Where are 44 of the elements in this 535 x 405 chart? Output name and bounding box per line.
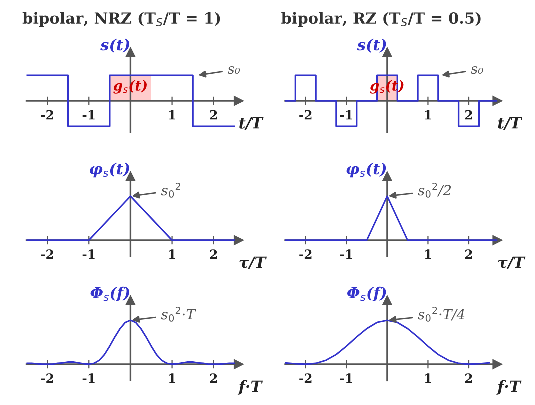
x-tick-label: -2 — [300, 250, 312, 259]
x-tick-label: 2 — [465, 250, 472, 259]
y-axis-title: φ$_{s}$(t) — [90, 162, 130, 178]
x-tick-label: -2 — [41, 374, 54, 383]
chart-title: bipolar, RZ (T$_{S}$/T = 0.5) — [282, 12, 481, 28]
x-tick-label: -1 — [82, 374, 95, 383]
y-axis-title: φ$_{s}$(t) — [346, 162, 386, 178]
annotation: s₀ — [471, 66, 484, 74]
x-tick-label: 1 — [425, 374, 432, 383]
x-tick-label: 2 — [465, 374, 472, 383]
x-tick-label: -2 — [41, 110, 54, 120]
x-tick-label: 1 — [425, 110, 432, 120]
annotation: s$_{0}$$^{2}$/2 — [418, 182, 452, 198]
x-tick-label: -2 — [300, 374, 312, 383]
x-tick-label: -1 — [340, 374, 352, 383]
chart-title: bipolar, NRZ (T$_{S}$/T = 1) — [22, 12, 220, 28]
x-axis-title: f·T — [238, 380, 264, 395]
x-axis-title: f·T — [496, 380, 522, 395]
x-tick-label: 1 — [169, 110, 176, 120]
y-axis-title: Φ$_{s}$(f) — [348, 286, 386, 302]
x-tick-label: 2 — [465, 110, 472, 120]
x-axis-title: τ/T — [498, 256, 526, 270]
x-tick-label: -1 — [82, 110, 95, 120]
annotation: s$_{0}$$^{2}$·T/4 — [418, 306, 465, 322]
x-tick-label: 1 — [169, 374, 176, 383]
x-tick-label: 2 — [210, 250, 218, 259]
annotation: s$_{0}$$^{2}$·T — [161, 306, 196, 322]
y-axis-title: s(t) — [100, 38, 130, 53]
annotation: s₀ — [228, 66, 240, 74]
x-axis-title: τ/T — [240, 256, 267, 270]
x-tick-label: 2 — [210, 374, 218, 383]
x-tick-label: -1 — [340, 110, 352, 120]
x-axis-title: t/T — [240, 118, 264, 130]
x-tick-label: -2 — [41, 250, 54, 259]
x-tick-label: 2 — [210, 110, 218, 120]
x-tick-label: -2 — [300, 110, 312, 120]
annotation: s$_{0}$$^{2}$ — [161, 182, 180, 198]
y-axis-title: s(t) — [357, 38, 386, 53]
x-tick-label: 1 — [169, 250, 176, 259]
x-tick-label: -1 — [82, 250, 95, 259]
x-tick-label: -1 — [340, 250, 352, 259]
x-tick-label: 1 — [425, 250, 432, 259]
y-axis-title: Φ$_{s}$(f) — [90, 286, 130, 302]
x-axis-title: t/T — [498, 118, 522, 130]
